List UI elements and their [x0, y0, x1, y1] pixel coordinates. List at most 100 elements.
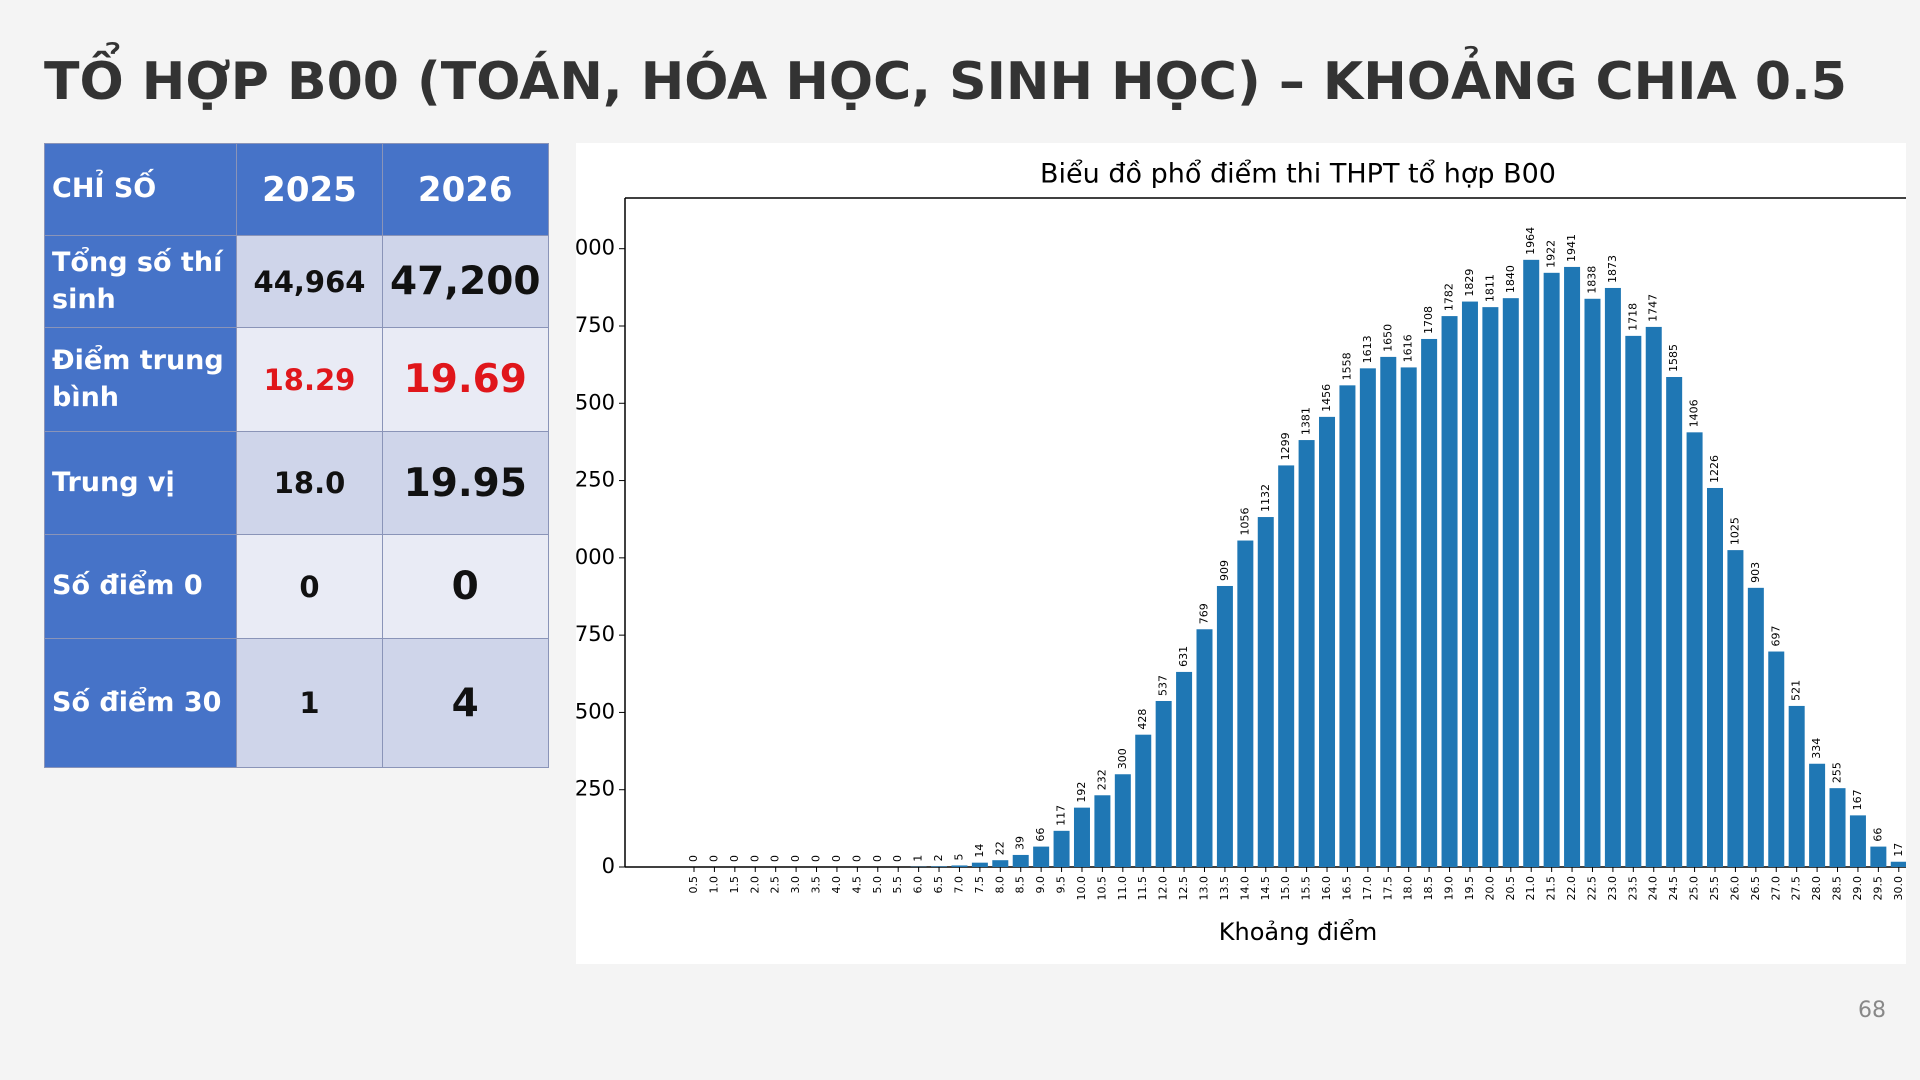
data-label: 232 — [1095, 769, 1108, 790]
x-tick-label: 23.0 — [1606, 876, 1619, 901]
x-tick-label: 21.0 — [1524, 876, 1537, 901]
x-tick-label: 13.5 — [1218, 876, 1231, 901]
bar — [1686, 432, 1703, 867]
x-tick-label: 17.5 — [1381, 876, 1394, 901]
table-cell: 4 — [382, 638, 549, 768]
data-label: 334 — [1810, 738, 1823, 759]
data-label: 0 — [769, 855, 782, 862]
x-tick-label: 25.0 — [1688, 876, 1701, 901]
bar — [1809, 763, 1826, 867]
data-label: 1718 — [1626, 303, 1639, 331]
bar — [1380, 356, 1397, 867]
data-label: 2 — [932, 854, 945, 861]
x-tick-label: 17.0 — [1361, 876, 1374, 901]
x-tick-label: 11.0 — [1116, 876, 1129, 901]
data-label: 1964 — [1524, 227, 1537, 255]
bar — [1502, 298, 1519, 867]
data-label: 0 — [789, 855, 802, 862]
row-label: Số điểm 30 — [44, 638, 237, 768]
data-label: 1811 — [1483, 274, 1496, 302]
bar — [1523, 259, 1540, 867]
slide-title: TỔ HỢP B00 (TOÁN, HÓA HỌC, SINH HỌC) – K… — [44, 52, 1847, 112]
bar — [1666, 376, 1683, 867]
x-tick-label: 3.0 — [789, 876, 802, 894]
y-tick-label: 250 — [575, 777, 615, 801]
data-label: 192 — [1075, 782, 1088, 803]
data-label: 1558 — [1340, 352, 1353, 380]
data-label: 17 — [1892, 843, 1905, 857]
data-label: 1873 — [1606, 255, 1619, 283]
bar — [1135, 734, 1152, 867]
column-header: CHỈ SỐ — [44, 143, 237, 236]
page-number: 68 — [1858, 998, 1886, 1023]
data-label: 1056 — [1238, 508, 1251, 536]
bar — [1094, 795, 1111, 867]
data-label: 521 — [1790, 680, 1803, 701]
x-tick-label: 27.5 — [1790, 876, 1803, 901]
x-tick-label: 1.5 — [728, 876, 741, 894]
bar — [1727, 550, 1744, 867]
x-tick-label: 19.0 — [1443, 876, 1456, 901]
y-tick-label: 500 — [575, 699, 615, 723]
data-label: 167 — [1851, 789, 1864, 810]
x-tick-label: 10.0 — [1075, 876, 1088, 901]
x-tick-label: 30.0 — [1892, 876, 1905, 901]
y-tick-label: 1000 — [562, 545, 615, 569]
data-label: 5 — [952, 853, 965, 860]
bar — [971, 862, 988, 867]
x-tick-label: 20.5 — [1504, 876, 1517, 901]
data-label: 1456 — [1320, 384, 1333, 412]
data-label: 1025 — [1728, 517, 1741, 545]
data-label: 0 — [850, 855, 863, 862]
x-tick-label: 26.5 — [1749, 876, 1762, 901]
data-label: 769 — [1198, 603, 1211, 624]
bar — [1482, 307, 1499, 867]
bar — [1461, 301, 1478, 867]
bar — [1073, 807, 1090, 867]
bar — [1870, 846, 1887, 867]
column-header: 2026 — [382, 143, 549, 236]
x-tick-label: 6.0 — [912, 876, 925, 894]
x-tick-label: 22.0 — [1565, 876, 1578, 901]
bar — [1400, 367, 1417, 867]
bar — [1257, 517, 1274, 867]
x-tick-label: 2.0 — [748, 876, 761, 894]
x-tick-label: 11.5 — [1136, 876, 1149, 901]
bar — [1298, 440, 1315, 867]
bar — [1788, 705, 1805, 867]
x-tick-label: 28.5 — [1831, 876, 1844, 901]
table-cell: 18.29 — [236, 327, 383, 432]
x-tick-label: 5.0 — [871, 876, 884, 894]
x-tick-label: 8.5 — [1014, 876, 1027, 894]
data-label: 66 — [1871, 828, 1884, 842]
x-tick-label: 10.5 — [1095, 876, 1108, 901]
bar — [1196, 629, 1213, 867]
bar — [1278, 465, 1295, 867]
data-label: 1132 — [1259, 484, 1272, 512]
x-tick-label: 24.5 — [1667, 876, 1680, 901]
x-tick-label: 14.5 — [1259, 876, 1272, 901]
data-label: 1838 — [1585, 266, 1598, 294]
data-label: 1226 — [1708, 455, 1721, 483]
bar — [1053, 830, 1070, 867]
x-tick-label: 15.5 — [1300, 876, 1313, 901]
x-tick-label: 24.0 — [1647, 876, 1660, 901]
bar — [1033, 846, 1050, 867]
x-tick-label: 4.0 — [830, 876, 843, 894]
bar — [1176, 671, 1193, 867]
data-label: 117 — [1055, 805, 1068, 826]
bar — [951, 865, 968, 867]
table-row: Điểm trung bình 18.29 19.69 — [44, 327, 549, 432]
bar — [1645, 326, 1662, 868]
x-tick-label: 0.5 — [687, 876, 700, 894]
bar — [1747, 587, 1764, 867]
x-tick-label: 4.5 — [850, 876, 863, 894]
x-tick-label: 18.5 — [1422, 876, 1435, 901]
data-label: 0 — [810, 855, 823, 862]
y-tick-label: 750 — [575, 622, 615, 646]
bar — [1707, 487, 1723, 867]
row-label: Số điểm 0 — [44, 534, 237, 639]
data-label: 1922 — [1545, 240, 1558, 268]
